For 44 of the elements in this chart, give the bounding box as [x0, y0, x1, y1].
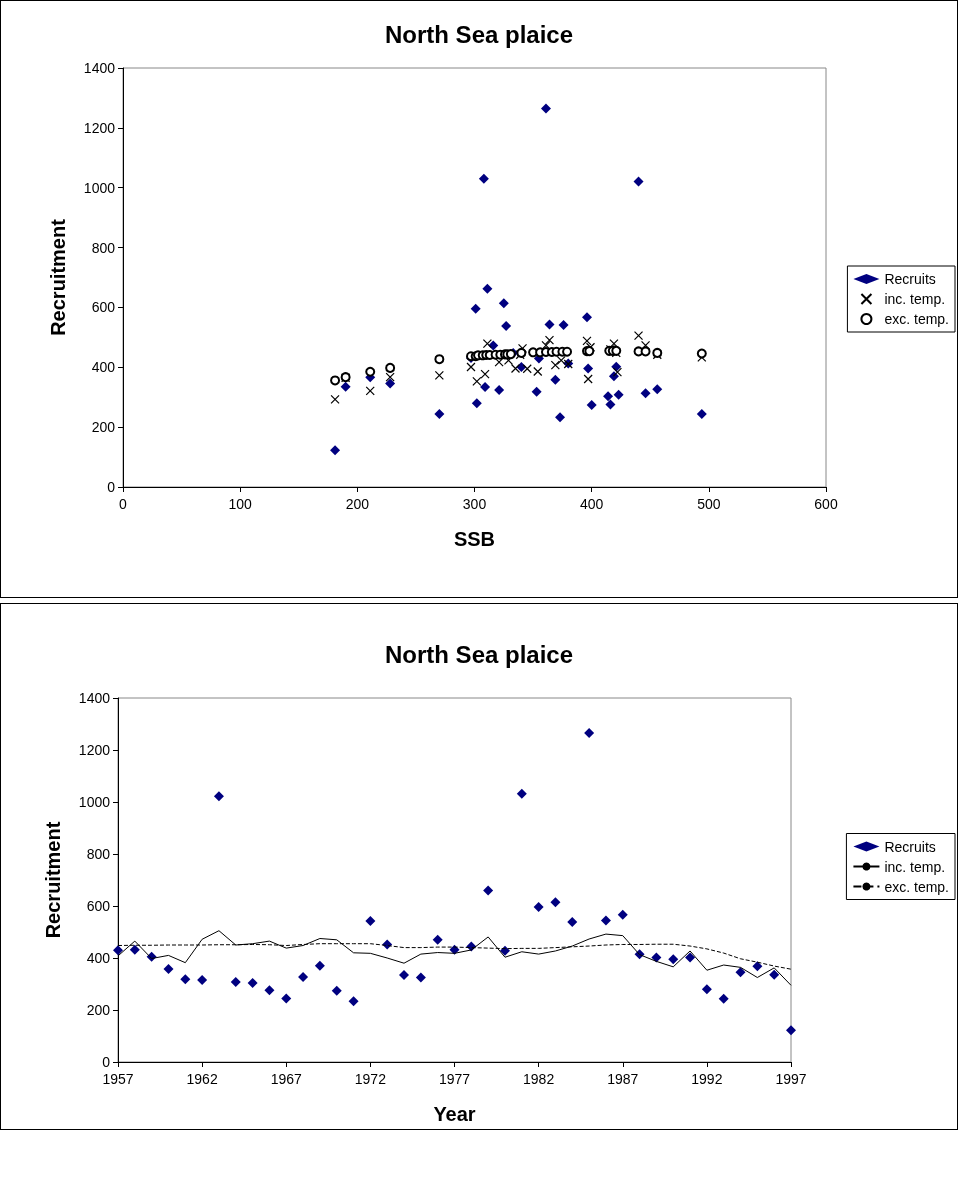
chart-title: North Sea plaice — [384, 640, 574, 668]
y-tick-label: 0 — [102, 1054, 111, 1070]
x-axis-title: SSB — [453, 528, 496, 550]
y-tick-label: 0 — [107, 479, 116, 495]
x-tick-label: 0 — [119, 496, 128, 512]
y-tick-label: 1000 — [78, 794, 111, 810]
y-tick-label: 1200 — [78, 742, 111, 758]
x-tick-label: 600 — [814, 496, 838, 512]
y-tick-label: 200 — [91, 419, 116, 436]
chart-title: North Sea plaice — [384, 20, 574, 48]
x-tick-label: 1967 — [270, 1071, 303, 1087]
legend-label: exc. temp. — [884, 878, 950, 895]
x-axis-title: Year — [433, 1103, 476, 1125]
legend-label: Recruits — [884, 838, 936, 855]
x-tick-label: 1992 — [691, 1071, 723, 1087]
y-tick-label: 800 — [91, 239, 116, 256]
y-tick-label: 200 — [86, 1002, 111, 1018]
legend-label: inc. temp. — [884, 858, 946, 875]
legend-label: exc. temp. — [884, 311, 950, 327]
x-tick-label: 1972 — [354, 1071, 387, 1087]
x-tick-label: 200 — [345, 496, 370, 512]
y-tick-label: 1400 — [78, 690, 111, 706]
x-tick-label: 1982 — [523, 1071, 555, 1087]
y-tick-label: 600 — [91, 299, 116, 316]
y-tick-label: 400 — [86, 950, 111, 966]
x-tick-label: 400 — [579, 496, 604, 512]
x-tick-label: 1997 — [775, 1071, 807, 1087]
y-axis-title: Recruitment — [47, 218, 69, 336]
x-tick-label: 1962 — [186, 1071, 218, 1087]
x-tick-label: 100 — [228, 496, 253, 512]
legend-label: inc. temp. — [884, 291, 946, 307]
y-tick-label: 1400 — [83, 60, 116, 76]
y-axis-title: Recruitment — [42, 821, 64, 939]
legend-label: Recruits — [884, 271, 936, 287]
x-tick-label: 1957 — [102, 1071, 134, 1087]
x-tick-label: 300 — [462, 496, 487, 512]
x-tick-label: 1987 — [607, 1071, 639, 1087]
y-tick-label: 800 — [86, 846, 111, 862]
y-tick-label: 1000 — [83, 179, 116, 196]
y-tick-label: 400 — [91, 359, 116, 376]
y-tick-label: 1200 — [83, 119, 116, 136]
x-tick-label: 500 — [697, 496, 721, 512]
x-tick-label: 1977 — [438, 1071, 471, 1087]
y-tick-label: 600 — [86, 898, 111, 914]
